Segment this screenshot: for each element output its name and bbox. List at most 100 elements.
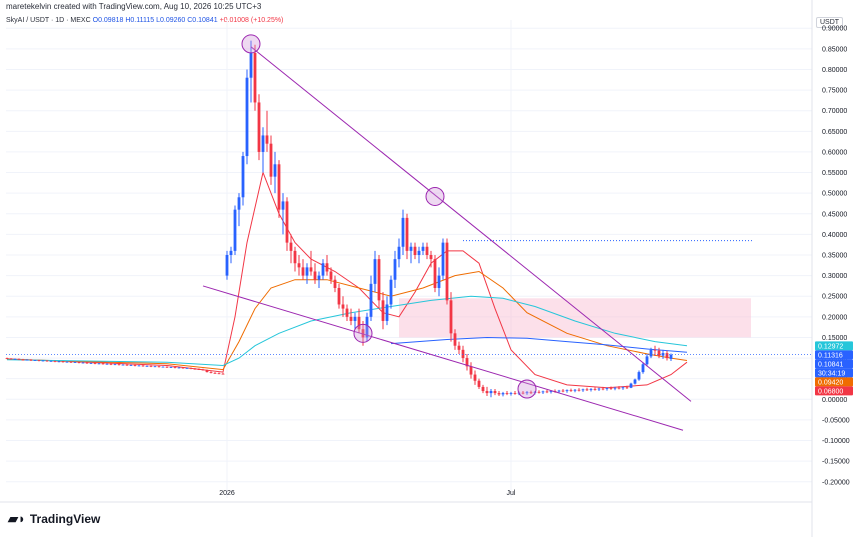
candle [573, 388, 577, 393]
candle [285, 197, 289, 251]
candle [33, 359, 37, 361]
candle [601, 386, 605, 391]
price-tag: 0.09420 [815, 377, 853, 387]
price-tick-label: -0.20000 [822, 479, 850, 486]
candle [241, 151, 245, 206]
candle-body [157, 366, 161, 368]
candle [645, 353, 649, 367]
candle [333, 275, 337, 293]
candle [197, 368, 201, 371]
candle-body [381, 300, 385, 321]
candle [93, 362, 97, 365]
candle [465, 353, 469, 371]
candle-body [437, 275, 441, 288]
candle [365, 312, 369, 342]
candle-body [45, 360, 49, 362]
quote-currency-badge[interactable]: USDT [816, 17, 844, 28]
candle [509, 391, 513, 396]
candle-body [261, 135, 265, 152]
candle [17, 358, 21, 361]
candle-body [313, 271, 317, 280]
candle [381, 292, 385, 330]
pivot-circle [425, 186, 445, 206]
price-tick-label: 0.65000 [822, 129, 847, 136]
candle [301, 259, 305, 280]
change-value: +0.01008 (+10.25%) [219, 17, 284, 24]
candle-body [421, 246, 425, 251]
candle [25, 359, 29, 361]
candle [545, 389, 549, 394]
candle-body [329, 271, 333, 280]
price-tick-label: 0.75000 [822, 88, 847, 95]
candle-body [49, 360, 53, 362]
candle [305, 263, 309, 284]
candle [157, 365, 161, 368]
tradingview-footer: ▰◗ TradingView [8, 511, 100, 527]
price-tag-bg [815, 341, 853, 351]
candle-body [485, 391, 489, 394]
candle [341, 296, 345, 317]
candle-body [93, 363, 97, 364]
candle-body [9, 358, 13, 360]
candle [317, 271, 321, 288]
candle [541, 390, 545, 394]
candle [401, 209, 405, 255]
candle-body [225, 255, 229, 276]
candle-body [465, 358, 469, 367]
candle-body [221, 373, 225, 375]
candle [29, 359, 33, 361]
price-tick-label: -0.05000 [822, 417, 850, 424]
candle-body [29, 359, 33, 361]
candle [337, 283, 341, 309]
candle-body [513, 393, 517, 394]
candle [565, 389, 569, 393]
candle [453, 329, 457, 350]
candle-body [121, 364, 125, 366]
candle [41, 360, 45, 362]
candle-body [249, 52, 253, 78]
candle [13, 358, 17, 360]
open-value: O0.09818 [92, 17, 124, 24]
candle [505, 391, 509, 396]
candle [9, 358, 13, 360]
trendline [202, 285, 684, 431]
price-tag-label: 0.09420 [818, 379, 843, 386]
candle [61, 360, 65, 363]
candle [429, 250, 433, 268]
symbol-name[interactable]: SkyAI / USDT · 1D · MEXC [6, 17, 91, 24]
candle [113, 363, 117, 366]
candle [605, 387, 609, 391]
candle-body [245, 77, 249, 157]
price-tag-bg [815, 359, 853, 369]
price-tick-label: 0.55000 [822, 170, 847, 177]
candle [617, 386, 621, 390]
chart-grid [6, 20, 812, 498]
candle-body [17, 358, 21, 360]
candle-body [277, 164, 281, 210]
candle [641, 362, 645, 374]
time-axis[interactable]: 2026 Jul [0, 490, 812, 503]
time-tick-label: 2026 [219, 490, 235, 497]
candle-body [501, 393, 505, 395]
pivot-circle [353, 323, 373, 343]
candle-body [385, 304, 389, 321]
candle-body [577, 389, 581, 391]
candle [525, 391, 529, 395]
candle-body [37, 360, 41, 361]
candle [109, 363, 113, 366]
candle-body [649, 349, 653, 357]
candle-body [293, 250, 297, 264]
candle-body [273, 164, 277, 177]
candle [209, 371, 213, 374]
candle-body [321, 263, 325, 276]
price-tick-label: 0.35000 [822, 253, 847, 260]
price-tick-label: 0.25000 [822, 294, 847, 301]
candle [237, 193, 241, 227]
price-axis[interactable]: 0.90000 0.85000 0.80000 0.75000 0.70000 0.650… [811, 0, 850, 537]
candle [577, 388, 581, 392]
price-tick-label: 0.60000 [822, 149, 847, 156]
candle-body [61, 361, 65, 363]
candle-body [101, 363, 105, 365]
candle-body [453, 333, 457, 346]
